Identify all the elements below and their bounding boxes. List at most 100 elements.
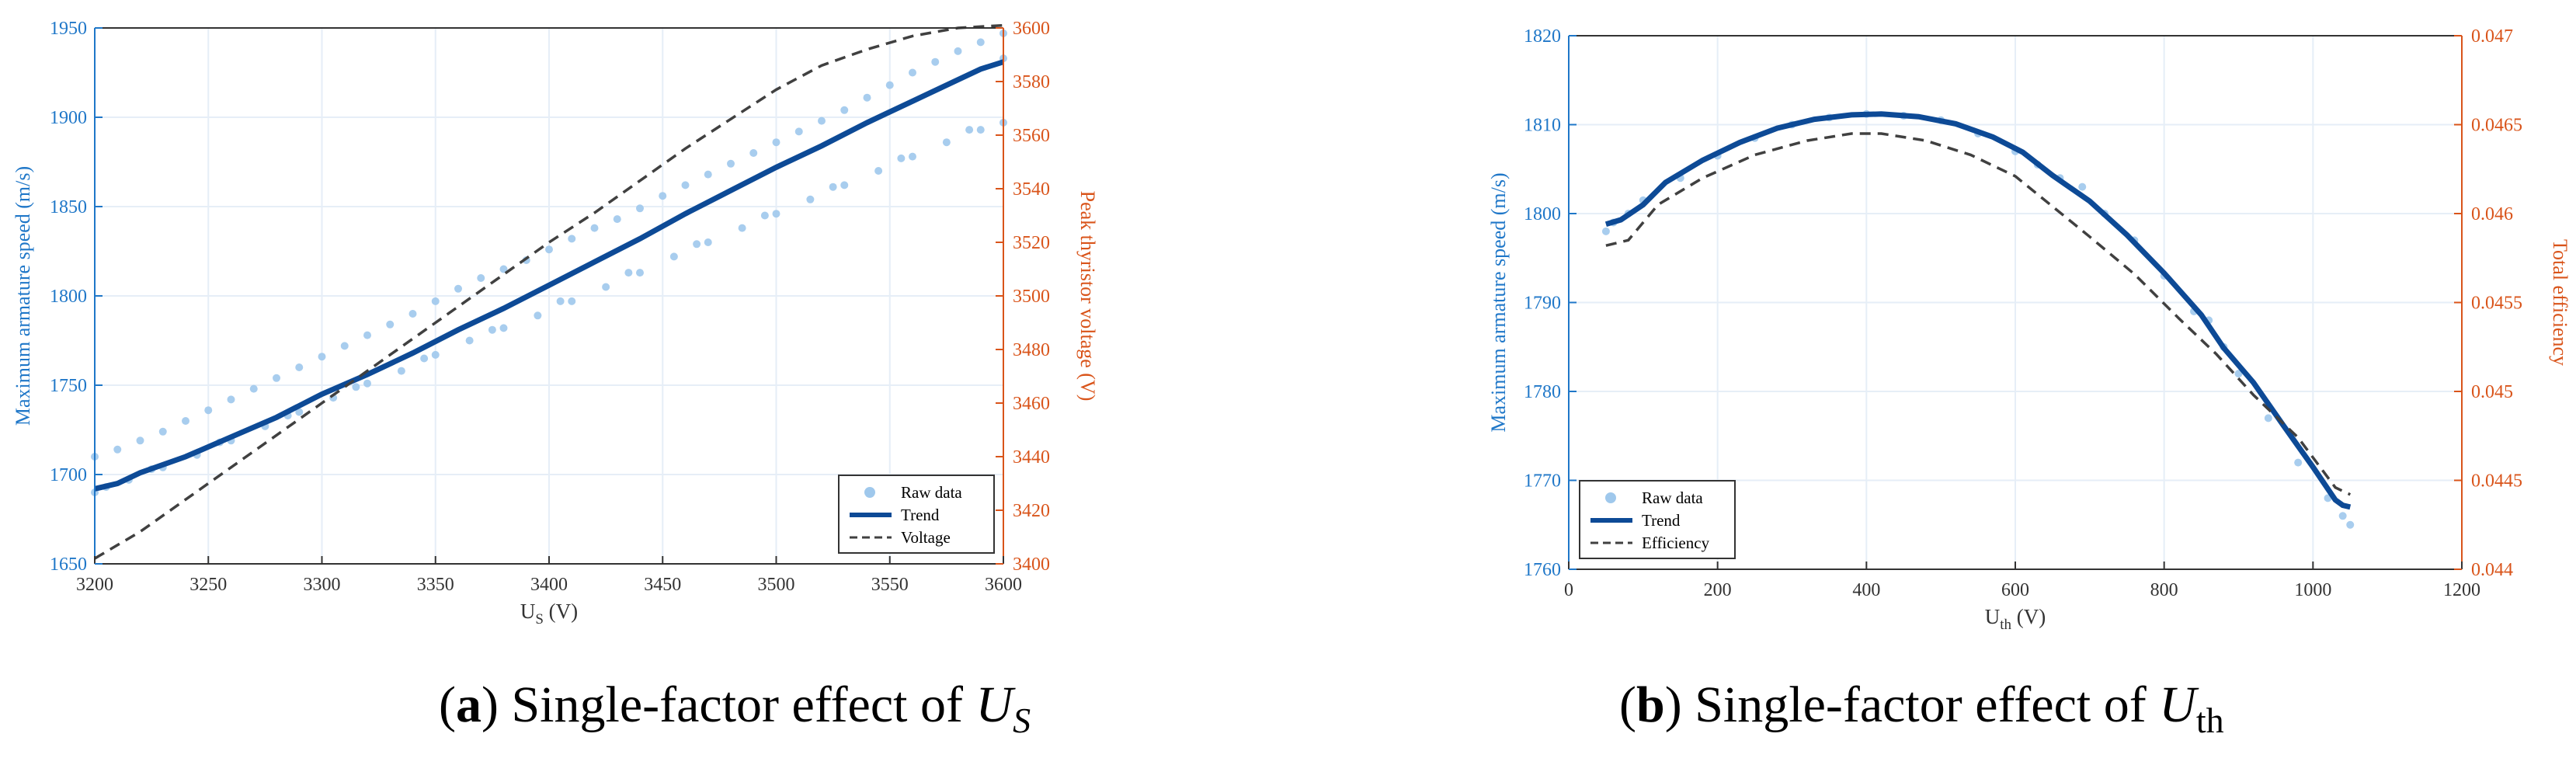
left-y-axis-label: Maximum armature speed (m/s) [12,166,34,426]
left-y-tick-label: 1950 [50,19,87,39]
right-y-tick-label: 3440 [1013,447,1050,468]
raw-data-point [738,224,746,232]
raw-data-point [749,149,758,157]
raw-data-point [806,195,815,203]
raw-data-point [249,384,258,393]
raw-data-point [681,181,690,190]
raw-data-point [636,269,644,277]
right-y-tick-label: 0.0455 [2471,294,2522,314]
raw-data-point [818,116,826,125]
raw-data-point [2264,414,2272,422]
right-y-tick-label: 3460 [1013,394,1050,414]
caption-a: (a) Single-factor effect of US [439,676,1031,741]
right-y-tick-label: 3600 [1013,19,1050,39]
raw-data-point [704,170,712,179]
raw-data-point [2078,183,2087,191]
legend: Raw data Trend Efficiency [1579,480,1736,559]
raw-data-point [386,320,395,329]
raw-data-point [659,192,667,200]
raw-data-point [829,183,837,191]
chart-b: 0 200 400 600 800 1000 1200 1760 1770 1780 1790 180… [1487,26,2571,633]
left-y-axis-label: Maximum armature speed (m/s) [1487,172,1510,432]
raw-data-point [760,211,769,220]
left-y-tick-label: 1650 [50,555,87,575]
raw-data-point [352,383,360,391]
x-tick-label: 3550 [871,575,909,595]
left-y-tick-label: 1760 [1524,560,1561,580]
raw-data-point [545,245,553,254]
raw-data-point [568,297,576,305]
right-y-tick-label: 3540 [1013,179,1050,200]
raw-data-point [488,325,496,334]
left-y-tick-label: 1800 [50,287,87,307]
raw-data-point [772,138,780,147]
x-tick-label: 3600 [985,575,1022,595]
raw-data-point [534,311,542,320]
raw-data-point [874,167,883,175]
raw-data-point [431,350,440,359]
raw-data-point [693,240,701,249]
raw-data-point [568,235,576,243]
raw-data-point [965,126,974,134]
x-tick-label: 1200 [2443,580,2480,600]
voltage-line [94,23,1004,560]
x-tick-label: 3300 [304,575,341,595]
raw-data-point [397,367,405,375]
x-tick-label: 0 [1564,580,1573,600]
right-y-axis-label: Peak thyristor voltage (V) [1076,191,1099,402]
raw-data-point [613,215,621,224]
raw-data-point [295,408,304,416]
right-y-tick-label: 3580 [1013,72,1050,92]
right-y-tick-label: 0.045 [2471,382,2513,402]
raw-data-point [1601,227,1610,235]
raw-data-point [931,57,940,66]
right-y-tick-label: 3560 [1013,126,1050,146]
raw-data-point [113,445,122,454]
raw-data-point [636,204,644,213]
x-tick-label: 3400 [530,575,568,595]
right-y-tick-label: 0.0445 [2471,471,2522,492]
right-y-tick-label: 0.0465 [2471,116,2522,136]
right-y-tick-label: 0.044 [2471,560,2513,580]
legend-label: Trend [1642,511,1681,530]
x-tick-label: 3200 [76,575,113,595]
raw-data-point [363,379,371,388]
raw-data-point [727,159,735,168]
raw-data-point [590,224,599,232]
raw-data-point [909,68,916,77]
right-y-axis-label: Total efficiency [2549,239,2571,366]
left-y-tick-label: 1810 [1524,116,1561,136]
raw-data-point [624,269,633,277]
raw-data-point [477,274,485,282]
raw-data-point [772,210,780,218]
legend-marker-raw [864,487,875,498]
x-axis-label: US (V) [520,600,578,628]
raw-data-point [273,374,280,382]
right-y-tick-label: 3420 [1013,501,1050,521]
legend-label: Trend [901,506,940,524]
raw-data-point [431,297,440,305]
raw-data-point [363,331,371,339]
left-y-tick-label: 1790 [1524,294,1561,314]
raw-data-point [318,353,326,361]
legend-label: Efficiency [1642,534,1710,552]
trend-line [94,59,1005,492]
raw-data-point [499,324,508,332]
right-y-tick-label: 3400 [1013,555,1050,575]
left-y-tick-label: 1850 [50,197,87,217]
left-y-tick-label: 1800 [1524,204,1561,224]
raw-data-point [158,427,167,436]
raw-data-point [885,81,894,89]
raw-data-point [2294,458,2303,467]
legend: Raw data Trend Voltage [838,475,995,554]
raw-data-point [976,38,985,47]
x-tick-label: 400 [1852,580,1880,600]
x-tick-label: 3350 [417,575,454,595]
raw-data-point [909,152,916,161]
left-y-tick-label: 1770 [1524,471,1561,492]
raw-data-point [420,354,429,363]
raw-data-point [897,154,906,162]
x-tick-label: 1000 [2294,580,2331,600]
x-tick-label: 800 [2150,580,2178,600]
raw-data-point [499,265,508,273]
